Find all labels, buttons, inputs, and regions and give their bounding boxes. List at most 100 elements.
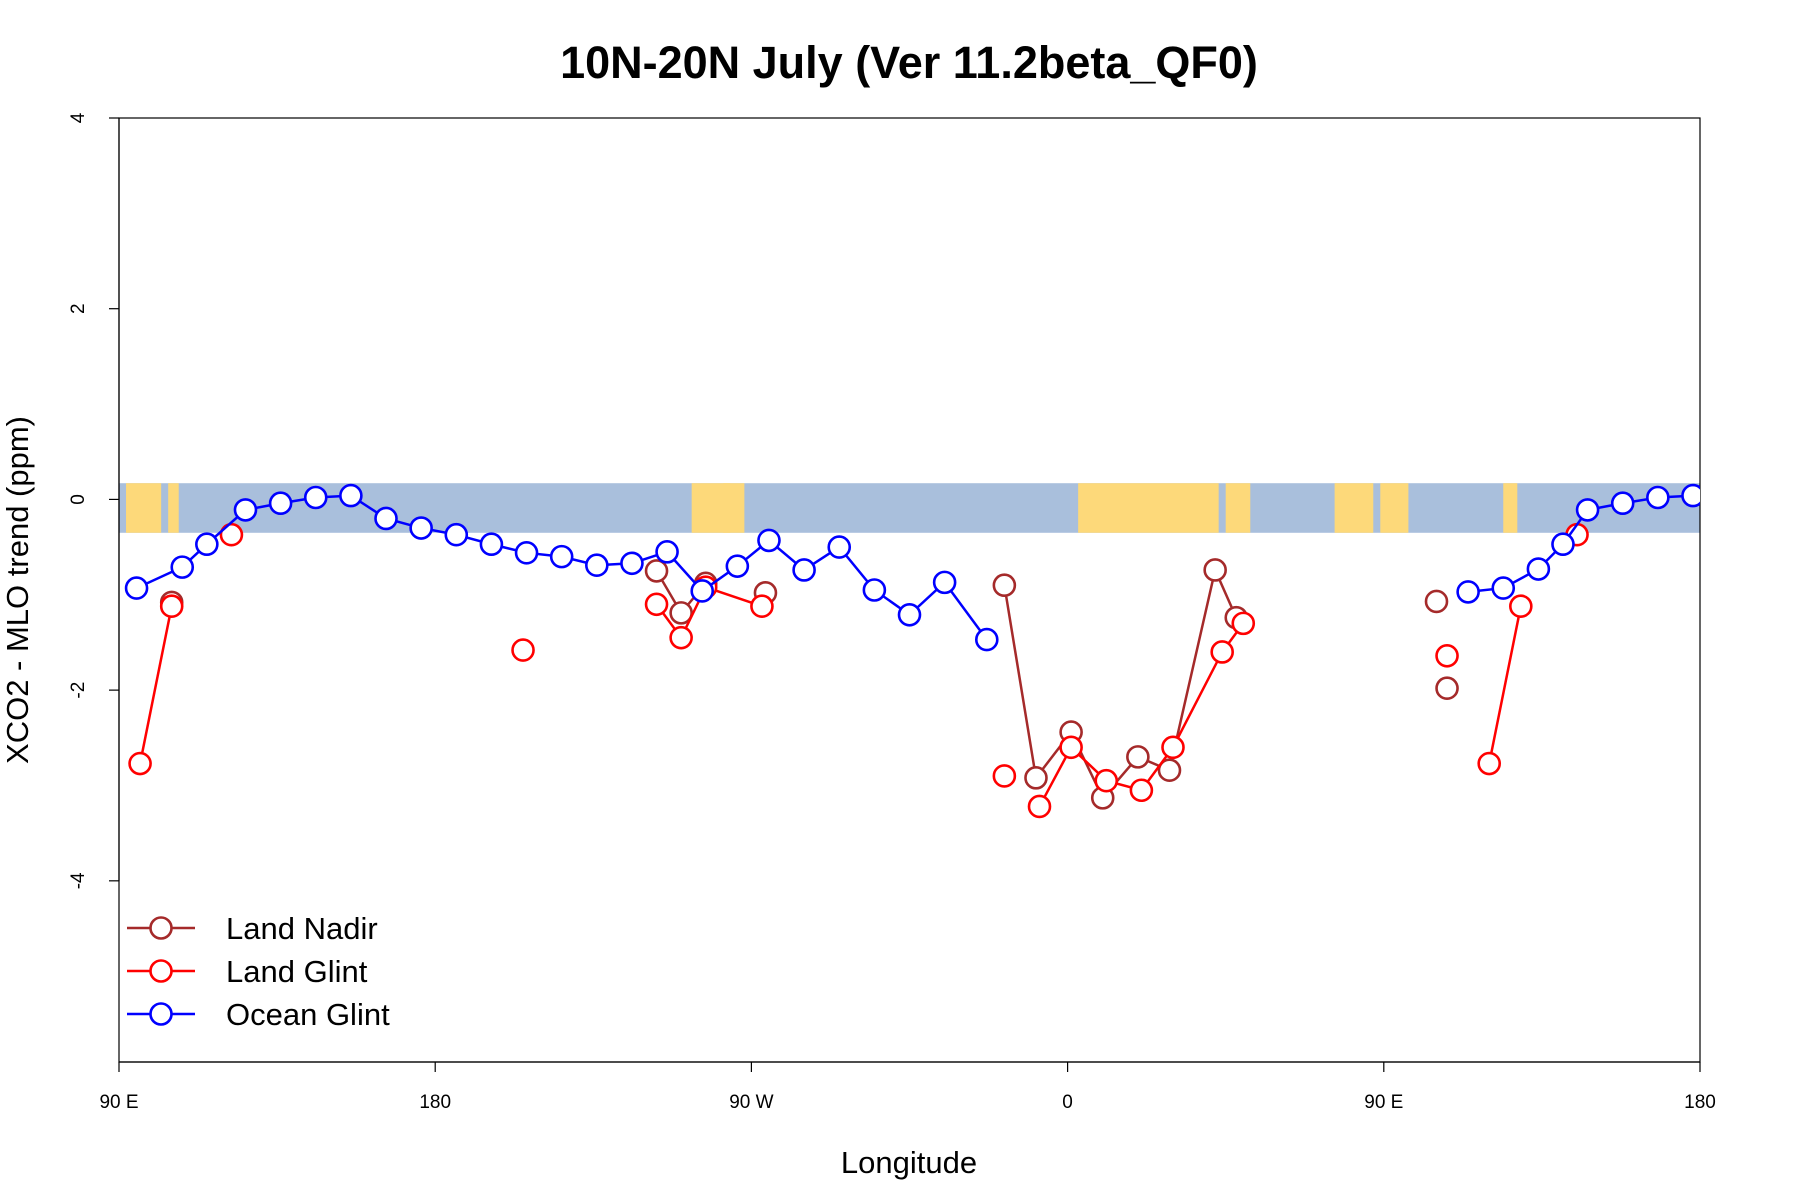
data-point-ocean-glint [932,570,957,595]
x-axis-label: Longitude [841,1145,977,1180]
y-tick-label: -4 [68,872,89,889]
data-point-land-glint [644,592,669,617]
data-point-ocean-glint [170,555,195,579]
data-point-ocean-glint [124,576,149,600]
data-point-ocean-glint [655,540,679,564]
data-point-ocean-glint [374,506,398,531]
data-point-ocean-glint [514,541,539,565]
data-point-land-glint [1435,643,1459,668]
data-point-ocean-glint [1526,557,1551,581]
x-tick-label: 90 E [99,1092,138,1113]
legend-item-land-glint: Land Glint [127,954,368,989]
data-point-land-glint [1161,735,1185,760]
data-point-land-glint [1129,778,1154,803]
data-point-ocean-glint [339,483,363,508]
data-point-land-glint [1059,735,1083,760]
data-point-land-glint [1477,751,1501,776]
y-tick-label: -2 [68,682,89,699]
legend-item-land-nadir: Land Nadir [127,911,378,946]
y-tick-label: 0 [68,494,89,505]
data-point-land-nadir [992,573,1017,598]
data-point-land-glint [1509,594,1533,619]
data-point-ocean-glint [1575,498,1600,522]
data-point-ocean-glint [1610,491,1635,516]
data-point-land-nadir [1203,558,1227,582]
x-tick-label: 90 W [729,1092,773,1113]
legend-label: Land Nadir [226,911,378,946]
data-point-land-glint [1210,640,1234,664]
land-segment [1503,483,1518,533]
data-point-ocean-glint [303,485,328,510]
data-point-ocean-glint [1551,532,1575,557]
data-point-land-glint [669,625,693,650]
data-point-ocean-glint [792,558,816,582]
data-point-land-glint [1094,768,1119,793]
data-point-land-nadir [1157,758,1182,783]
land-segment [1380,483,1409,533]
y-tick-label: 4 [68,112,89,123]
data-point-land-glint [1027,794,1052,819]
land-segment [126,483,162,533]
legend-label: Ocean Glint [226,997,390,1032]
data-point-ocean-glint [195,532,219,557]
data-point-ocean-glint [268,491,293,516]
land-segment [723,483,745,533]
land-segment [168,483,179,533]
legend-marker [149,916,173,940]
data-point-land-nadir [644,559,669,583]
data-point-ocean-glint [1681,483,1700,508]
data-point-ocean-glint [409,516,433,540]
series-land-glint [128,522,1589,819]
chart-title: 10N-20N July (Ver 11.2beta_QF0) [560,37,1258,88]
series-line-land-glint [1487,605,1523,764]
data-point-ocean-glint [1718,508,1739,529]
series-layer [124,483,1774,819]
series-line-land-glint [655,585,763,641]
legend-item-ocean-glint: Ocean Glint [127,997,390,1032]
data-point-ocean-glint [585,553,609,578]
data-point-ocean-glint [444,522,469,547]
data-point-ocean-glint [690,579,715,603]
series-land-nadir [159,558,1459,810]
series-line-land-glint [138,605,173,764]
x-tick-label: 180 [1684,1092,1716,1113]
legend: Land Nadir Land Glint Ocean Glint [127,911,390,1032]
series-line-ocean-glint [1467,494,1700,594]
data-point-ocean-glint [757,528,781,553]
x-axis: 90 E 180 90 W 0 90 E 180 [99,1061,1716,1113]
data-point-ocean-glint [862,578,887,602]
data-point-ocean-glint [1491,576,1516,600]
legend-marker [149,959,173,983]
data-point-ocean-glint [233,498,258,522]
data-point-ocean-glint [897,602,922,627]
land-segment [1334,483,1374,533]
data-point-ocean-glint [1646,485,1670,510]
x-tick-label: 0 [1062,1092,1073,1113]
y-axis-label: XCO2 - MLO trend (ppm) [0,416,35,764]
data-point-land-glint [511,638,535,662]
data-point-ocean-glint [479,532,504,557]
land-segment [1225,483,1251,533]
series-ocean-glint [124,483,1774,652]
data-point-land-nadir [1024,766,1048,790]
data-point-land-glint [128,751,152,776]
y-axis: 4 2 0 -2 -4 [68,112,120,889]
data-point-land-nadir [1424,589,1449,614]
land-segment [1078,483,1219,533]
data-point-ocean-glint [620,551,644,576]
data-point-land-glint [1231,611,1256,636]
data-point-land-nadir [669,601,693,625]
legend-marker [149,1002,173,1026]
data-point-land-glint [992,764,1017,788]
data-point-ocean-glint [549,544,574,569]
x-tick-label: 180 [419,1092,451,1113]
data-point-land-nadir [1126,745,1150,769]
data-point-ocean-glint [974,627,999,652]
data-point-ocean-glint [1753,518,1774,539]
data-point-land-glint [750,594,774,619]
data-point-land-glint [159,594,184,619]
x-tick-label: 90 E [1364,1092,1403,1113]
data-point-land-nadir [1435,676,1459,701]
legend-label: Land Glint [226,954,368,989]
